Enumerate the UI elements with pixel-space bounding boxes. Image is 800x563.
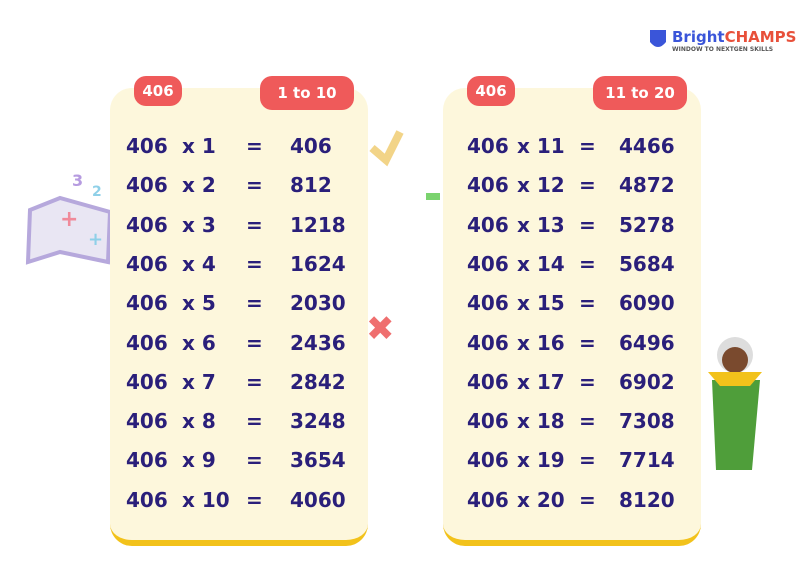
row-cell: 406 xyxy=(126,134,168,158)
row-cell: x 11 xyxy=(517,134,565,158)
row-cell: x 6 xyxy=(182,330,216,355)
row-cell: x 13 xyxy=(517,212,565,237)
row-cell: 6902 xyxy=(619,369,675,394)
row-cell: 7714 xyxy=(619,448,675,473)
row-cell: x 8 xyxy=(182,409,216,434)
row-cell: = xyxy=(579,448,596,473)
row-cell: 4872 xyxy=(619,173,675,198)
row-cell: 406 xyxy=(467,173,509,198)
row-cell: x 18 xyxy=(517,409,565,434)
row-cell: x 2 xyxy=(182,173,216,198)
row-cell: x 10 xyxy=(182,487,230,512)
row-cell: 7308 xyxy=(619,409,675,434)
range-badge: 1 to 10 xyxy=(260,76,354,110)
row-cell: = xyxy=(579,134,596,158)
row-cell: x 17 xyxy=(517,369,565,394)
row-cell: 4466 xyxy=(619,134,675,158)
number-badge: 406 xyxy=(467,76,515,106)
row-cell: = xyxy=(246,251,263,276)
row-cell: = xyxy=(579,173,596,198)
row-cell: x 7 xyxy=(182,369,216,394)
row-cell: 406 xyxy=(467,448,509,473)
row-cell: 406 xyxy=(126,251,168,276)
row-cell: 6090 xyxy=(619,291,675,316)
row-cell: = xyxy=(246,212,263,237)
brand-start: Bright xyxy=(672,28,725,46)
row-cell: x 9 xyxy=(182,448,216,473)
row-cell: 1624 xyxy=(290,251,346,276)
row-cell: 406 xyxy=(126,291,168,316)
row-cell: 406 xyxy=(126,330,168,355)
row-cell: = xyxy=(579,487,596,512)
row-cell: = xyxy=(246,448,263,473)
range-badge: 11 to 20 xyxy=(593,76,687,110)
row-cell: x 3 xyxy=(182,212,216,237)
row-cell: 406 xyxy=(126,409,168,434)
row-cell: = xyxy=(246,134,263,158)
number-badge: 406 xyxy=(134,76,182,106)
table-card xyxy=(443,88,701,546)
row-cell: x 16 xyxy=(517,330,565,355)
row-cell: 406 xyxy=(290,134,332,158)
svg-text:2: 2 xyxy=(92,184,102,200)
row-cell: 406 xyxy=(467,369,509,394)
row-cell: 406 xyxy=(126,448,168,473)
row-cell: 1218 xyxy=(290,212,346,237)
row-cell: = xyxy=(579,369,596,394)
row-cell: = xyxy=(579,251,596,276)
svg-text:✖: ✖ xyxy=(366,309,395,349)
row-cell: 406 xyxy=(467,409,509,434)
row-cell: = xyxy=(246,487,263,512)
table-card xyxy=(110,88,368,546)
row-cell: 406 xyxy=(126,369,168,394)
svg-text:3: 3 xyxy=(72,171,83,190)
row-cell: 406 xyxy=(467,251,509,276)
row-cell: x 19 xyxy=(517,448,565,473)
row-cell: = xyxy=(579,291,596,316)
row-cell: 2436 xyxy=(290,330,346,355)
row-cell: 5684 xyxy=(619,251,675,276)
row-cell: 4060 xyxy=(290,487,346,512)
row-cell: 8120 xyxy=(619,487,675,512)
row-cell: 812 xyxy=(290,173,332,198)
brand: BrightCHAMPS xyxy=(672,28,796,46)
row-cell: 3248 xyxy=(290,409,346,434)
row-cell: x 12 xyxy=(517,173,565,198)
row-cell: 406 xyxy=(467,212,509,237)
row-cell: = xyxy=(579,330,596,355)
row-cell: = xyxy=(579,409,596,434)
svg-text:+: + xyxy=(88,229,103,250)
row-cell: = xyxy=(246,409,263,434)
row-cell: 3654 xyxy=(290,448,346,473)
row-cell: x 5 xyxy=(182,291,216,316)
row-cell: x 15 xyxy=(517,291,565,316)
row-cell: 2842 xyxy=(290,369,346,394)
row-cell: 406 xyxy=(126,212,168,237)
row-cell: 406 xyxy=(467,134,509,158)
row-cell: x 20 xyxy=(517,487,565,512)
row-cell: x 1 xyxy=(182,134,216,158)
row-cell: x 14 xyxy=(517,251,565,276)
row-cell: 406 xyxy=(467,487,509,512)
row-cell: 2030 xyxy=(290,291,346,316)
row-cell: 406 xyxy=(126,487,168,512)
row-cell: = xyxy=(246,369,263,394)
brand-end: CHAMPS xyxy=(724,28,797,46)
row-cell: x 4 xyxy=(182,251,216,276)
brand-tagline: WINDOW TO NEXTGEN SKILLS xyxy=(672,46,774,53)
row-cell: = xyxy=(579,212,596,237)
svg-text:+: + xyxy=(60,207,78,232)
row-cell: 5278 xyxy=(619,212,675,237)
row-cell: = xyxy=(246,173,263,198)
row-cell: 6496 xyxy=(619,330,675,355)
row-cell: 406 xyxy=(126,173,168,198)
row-cell: = xyxy=(246,330,263,355)
row-cell: 406 xyxy=(467,291,509,316)
row-cell: = xyxy=(246,291,263,316)
row-cell: 406 xyxy=(467,330,509,355)
